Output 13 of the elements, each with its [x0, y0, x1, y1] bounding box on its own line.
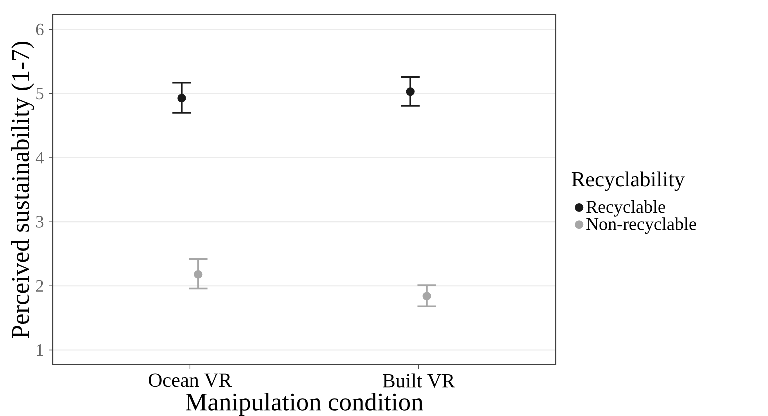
y-tick-label: 1 — [37, 344, 44, 356]
x-axis-title: Manipulation condition — [186, 393, 424, 416]
y-tick-label: 3 — [36, 216, 44, 228]
x-tick-label: Built VR — [383, 374, 456, 388]
y-tick-label: 4 — [36, 152, 44, 164]
legend-label: Non-recyclable — [586, 218, 696, 234]
y-tick-label: 6 — [36, 24, 44, 36]
legend-title: Recyclability — [572, 172, 686, 192]
y-axis-title: Perceived sustainability (1-7) — [11, 42, 34, 338]
y-tick-label: 2 — [36, 280, 44, 292]
legend-label: Recyclable — [586, 200, 666, 217]
x-tick-label: Ocean VR — [149, 374, 232, 388]
y-tick-label: 5 — [36, 88, 44, 100]
